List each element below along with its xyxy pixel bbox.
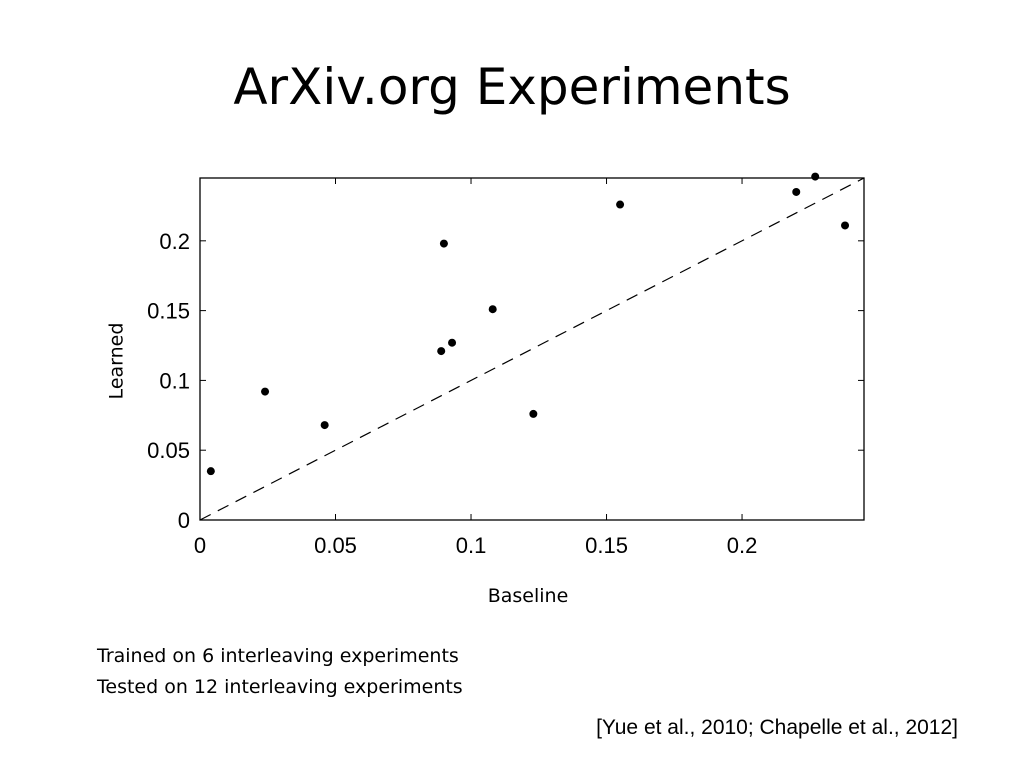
y-tick-label: 0.05 <box>147 438 190 463</box>
x-tick-label: 0.2 <box>727 533 758 558</box>
data-point <box>616 200 625 209</box>
y-tick-label: 0.2 <box>159 229 190 254</box>
data-point <box>529 409 538 418</box>
x-tick-label: 0.05 <box>314 533 357 558</box>
data-point <box>261 387 270 396</box>
plot-frame <box>199 177 865 521</box>
reference-line <box>199 177 865 521</box>
data-point <box>488 305 497 314</box>
y-tick-label: 0.1 <box>159 368 190 393</box>
data-point <box>448 338 457 347</box>
note-trained: Trained on 6 interleaving experiments <box>97 645 459 667</box>
y-tick-label: 0 <box>178 508 190 533</box>
data-point <box>792 187 801 196</box>
data-point <box>439 239 448 248</box>
notes: Trained on 6 interleaving experiments Te… <box>97 641 463 703</box>
x-tick-label: 0 <box>194 533 206 558</box>
data-point <box>320 421 329 430</box>
x-axis-label: Baseline <box>488 585 569 607</box>
note-tested: Tested on 12 interleaving experiments <box>97 676 463 698</box>
data-point <box>206 467 215 476</box>
y-tick-label: 0.15 <box>147 299 190 324</box>
citation: [Yue et al., 2010; Chapelle et al., 2012… <box>596 716 958 739</box>
data-point <box>811 172 820 181</box>
y-axis-label: Learned <box>106 323 128 400</box>
x-tick-label: 0.15 <box>585 533 628 558</box>
slide-title: ArXiv.org Experiments <box>233 58 791 116</box>
x-tick-label: 0.1 <box>456 533 487 558</box>
data-point <box>841 221 850 230</box>
data-point <box>437 347 446 356</box>
